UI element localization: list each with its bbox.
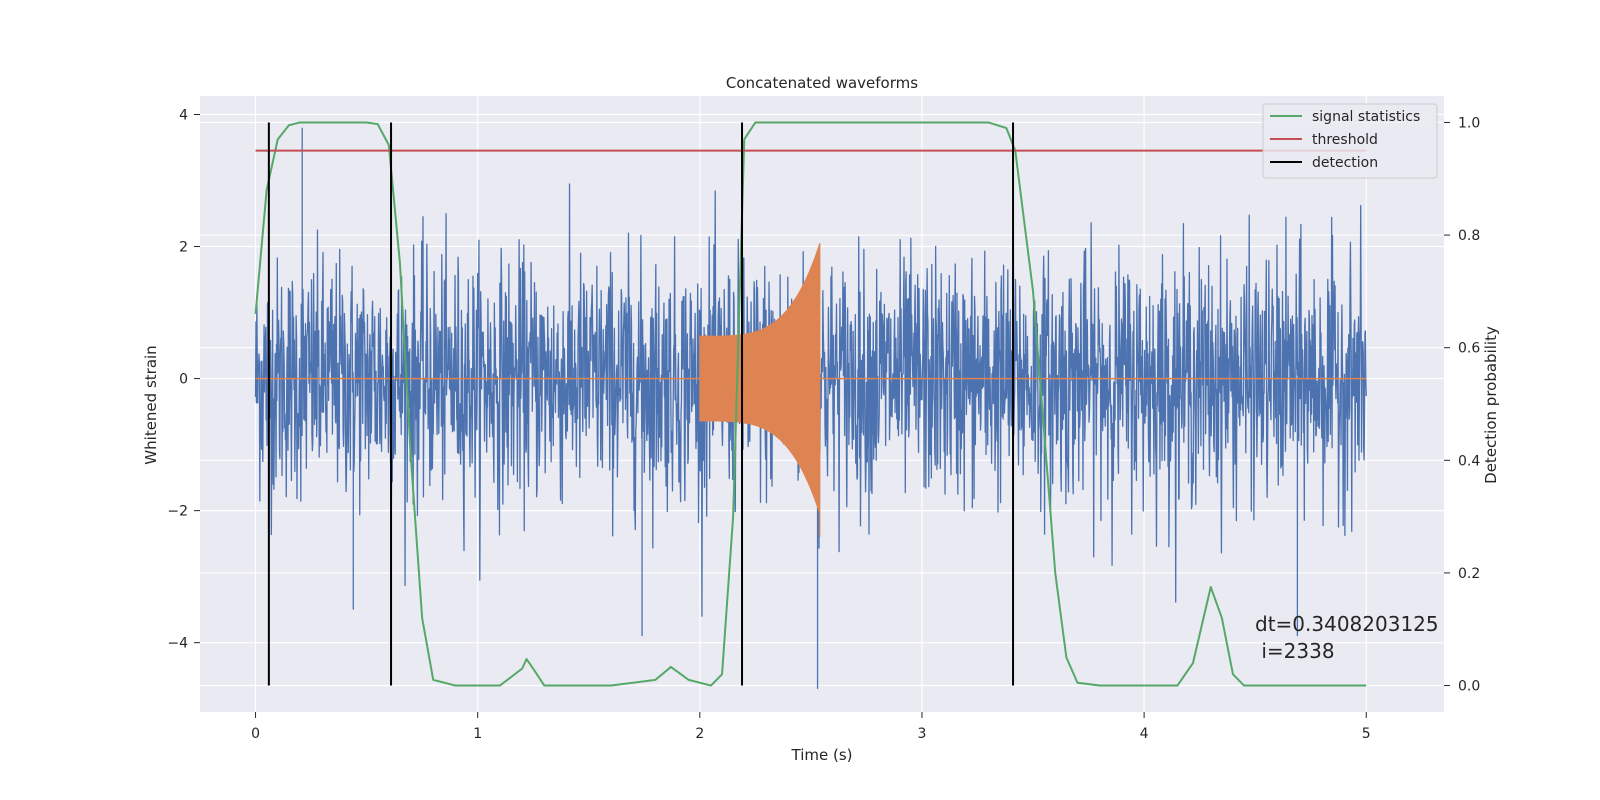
- x-axis-label: Time (s): [791, 746, 853, 764]
- series-layer: [254, 121, 1367, 687]
- x-tick-label: 5: [1362, 726, 1371, 742]
- y-right-tick-label: 0.8: [1458, 228, 1480, 244]
- x-tick-label: 3: [918, 726, 927, 742]
- legend-label-signal: signal statistics: [1312, 109, 1420, 125]
- x-tick-label: 0: [251, 726, 260, 742]
- y-right-tick-label: 0.0: [1458, 679, 1480, 695]
- chirp-series: [255, 243, 1367, 538]
- y-axis-label: Whitened strain: [142, 345, 160, 464]
- x-tick-label: 1: [473, 726, 482, 742]
- annotation-index: i=2338: [1255, 639, 1335, 663]
- x-tick-label: 4: [1140, 726, 1149, 742]
- legend-label-detection: detection: [1312, 155, 1378, 171]
- y-tick-label: −4: [167, 636, 188, 652]
- y-tick-label: −2: [167, 504, 188, 520]
- y-tick-label: 0: [179, 372, 188, 388]
- chart-title: Concatenated waveforms: [726, 74, 918, 92]
- y-right-tick-label: 0.2: [1458, 566, 1480, 582]
- y-tick-label: 2: [179, 240, 188, 256]
- ticks: 0 1 2 3 4 5 −4 −2 0 2 4 0.0 0.2 0.4 0.6 0.8 1.0: [167, 107, 1480, 742]
- y-right-tick-label: 1.0: [1458, 115, 1480, 131]
- signal-statistics-line: [254, 121, 1367, 687]
- legend-box: [1262, 103, 1438, 179]
- y-tick-label: 4: [179, 107, 188, 123]
- y-axis-right-label: Detection probability: [1482, 326, 1500, 484]
- annotation-dt: dt=0.3408203125: [1255, 612, 1439, 636]
- chirp-line: [699, 243, 821, 538]
- legend-label-threshold: threshold: [1312, 132, 1378, 148]
- y-right-tick-label: 0.6: [1458, 341, 1480, 357]
- legend: signal statistics threshold detection: [1262, 103, 1438, 179]
- x-tick-label: 2: [695, 726, 704, 742]
- y-right-tick-label: 0.4: [1458, 453, 1480, 469]
